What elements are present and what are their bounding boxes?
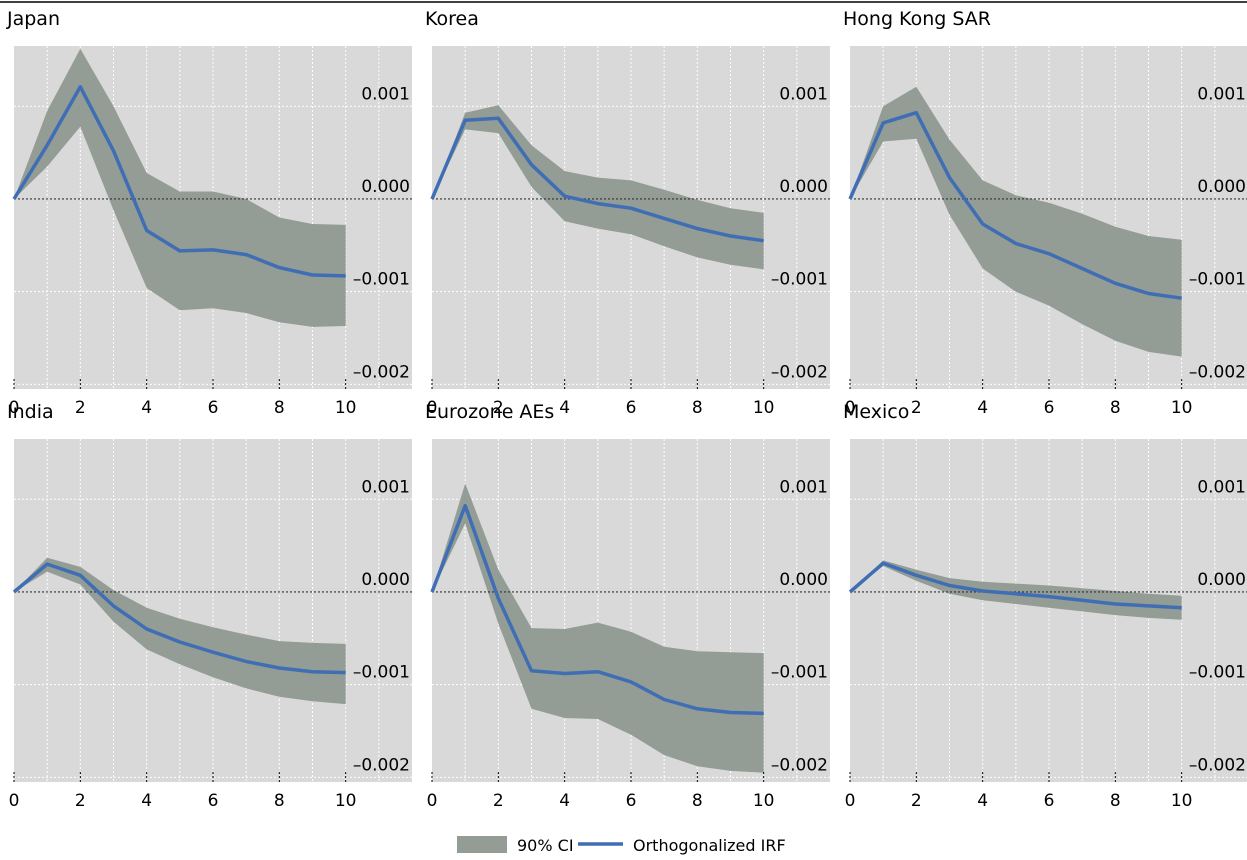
y-tick-label: –0.001: [353, 663, 410, 683]
x-tick-label: 6: [626, 791, 637, 811]
x-tick-label: 4: [559, 791, 570, 811]
y-tick-label: –0.002: [771, 755, 828, 775]
panel-title: India: [7, 401, 54, 423]
y-tick-label: 0.001: [1197, 84, 1246, 104]
y-tick-label: –0.001: [1189, 270, 1246, 290]
x-tick-label: 4: [977, 398, 988, 418]
x-tick-label: 8: [1110, 398, 1121, 418]
ci-band: [432, 105, 764, 270]
x-tick-label: 2: [75, 398, 86, 418]
panel-title: Hong Kong SAR: [843, 8, 991, 30]
y-tick-label: 0.000: [361, 570, 410, 590]
x-tick-label: 6: [1044, 398, 1055, 418]
irf-line: [12, 85, 346, 278]
panels-container: Japan 0 2 4 6 8 10 0.001 0.000 –0.001 –0.002 Korea 0…: [6, 8, 1247, 811]
x-tick-label: 6: [1044, 791, 1055, 811]
panel-title: Mexico: [843, 401, 909, 423]
ci-band: [850, 560, 1182, 620]
legend-band-label: 90% CI: [517, 836, 574, 855]
y-tick-label: 0.000: [1197, 570, 1246, 590]
x-tick-label: 2: [493, 398, 504, 418]
y-tick-label: 0.001: [779, 477, 828, 497]
x-tick-label: 6: [208, 791, 219, 811]
x-tick-label: 8: [692, 791, 703, 811]
y-tick-label: –0.002: [1189, 755, 1246, 775]
panel-title: Eurozone AEs: [425, 401, 554, 423]
x-tick-label: 10: [1171, 398, 1193, 418]
ci-band: [14, 557, 346, 705]
y-tick-label: 0.001: [779, 84, 828, 104]
y-tick-label: –0.002: [353, 755, 410, 775]
x-tick-label: 10: [335, 791, 357, 811]
irf-line: [848, 561, 1182, 610]
x-tick-label: 2: [75, 791, 86, 811]
y-tick-label: –0.002: [771, 362, 828, 382]
x-tick-label: 2: [911, 791, 922, 811]
panel-1: Korea 0 2 4 6 8 10 0.001 0.000 –0.001 –0.002: [425, 8, 830, 418]
x-tick-label: 2: [493, 791, 504, 811]
x-tick-label: 4: [559, 398, 570, 418]
x-tick-label: 6: [208, 398, 219, 418]
ci-band: [432, 483, 764, 773]
x-tick-label: 4: [141, 398, 152, 418]
x-tick-label: 6: [626, 398, 637, 418]
x-tick-label: 0: [9, 791, 20, 811]
plot-area: [14, 439, 412, 782]
irf-line: [848, 110, 1182, 300]
y-tick-label: 0.001: [361, 84, 410, 104]
y-tick-label: 0.000: [779, 570, 828, 590]
x-tick-label: 0: [427, 791, 438, 811]
irf-line: [430, 503, 764, 716]
panel-title: Japan: [6, 8, 60, 30]
y-tick-label: –0.001: [771, 270, 828, 290]
y-tick-label: –0.001: [353, 270, 410, 290]
panel-0: Japan 0 2 4 6 8 10 0.001 0.000 –0.001 –0.002: [6, 8, 412, 418]
x-tick-label: 2: [911, 398, 922, 418]
legend-line-label: Orthogonalized IRF: [633, 836, 786, 855]
x-tick-label: 8: [274, 398, 285, 418]
x-tick-label: 0: [9, 398, 20, 418]
panel-2: Hong Kong SAR 0 2 4 6 8 10 0.001 0.000 –0.001 –0.0…: [843, 8, 1247, 418]
x-tick-label: 0: [845, 791, 856, 811]
legend-band-swatch: [457, 836, 507, 853]
y-tick-label: 0.001: [1197, 477, 1246, 497]
y-tick-label: 0.000: [1197, 177, 1246, 197]
irf-line: [12, 562, 346, 675]
y-tick-label: –0.001: [771, 663, 828, 683]
x-tick-label: 10: [753, 398, 775, 418]
x-tick-label: 10: [1171, 791, 1193, 811]
y-tick-label: 0.000: [779, 177, 828, 197]
x-tick-label: 10: [753, 791, 775, 811]
irf-line: [430, 116, 764, 243]
x-tick-label: 4: [141, 791, 152, 811]
x-tick-label: 0: [427, 398, 438, 418]
x-tick-label: 8: [692, 398, 703, 418]
plot-area: [850, 439, 1247, 782]
x-tick-label: 10: [335, 398, 357, 418]
panel-title: Korea: [425, 8, 479, 30]
legend: 90% CI Orthogonalized IRF: [457, 836, 786, 855]
x-tick-label: 4: [977, 791, 988, 811]
y-tick-label: –0.001: [1189, 663, 1246, 683]
y-tick-label: 0.001: [361, 477, 410, 497]
y-tick-label: 0.000: [361, 177, 410, 197]
y-tick-label: –0.002: [1189, 362, 1246, 382]
y-tick-label: –0.002: [353, 362, 410, 382]
x-tick-label: 8: [1110, 791, 1121, 811]
x-tick-label: 8: [274, 791, 285, 811]
x-tick-label: 0: [845, 398, 856, 418]
ci-band: [850, 86, 1182, 357]
